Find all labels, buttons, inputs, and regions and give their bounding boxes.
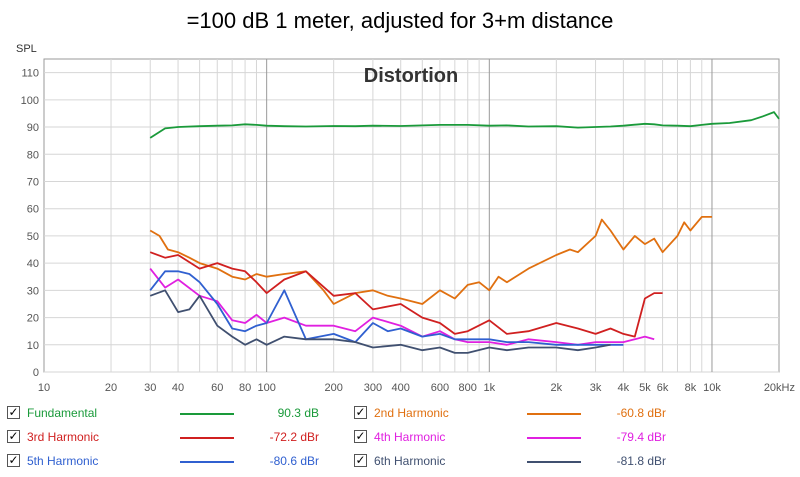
x-tick-label: 600 bbox=[431, 382, 449, 394]
x-tick-label: 60 bbox=[211, 382, 223, 394]
chart-inner-title: Distortion bbox=[364, 65, 458, 87]
y-tick-label: 50 bbox=[27, 231, 39, 243]
x-tick-label: 1k bbox=[484, 382, 496, 394]
series-line-5th-harmonic bbox=[149, 270, 624, 346]
legend-label: 2nd Harmonic bbox=[374, 406, 449, 420]
legend-checkbox[interactable]: ✓ bbox=[354, 405, 367, 419]
legend-swatch bbox=[180, 413, 234, 415]
x-tick-label: 3k bbox=[590, 382, 602, 394]
x-tick-label: 400 bbox=[392, 382, 410, 394]
y-tick-label: 30 bbox=[27, 285, 39, 297]
series-line-3rd-harmonic bbox=[149, 251, 663, 338]
series-line-fundamental bbox=[149, 111, 780, 139]
legend-item-6th-harmonic: ✓ 6th Harmonic -81.8 dBr bbox=[354, 453, 684, 471]
y-axis-label: SPL bbox=[16, 43, 37, 55]
y-tick-label: 90 bbox=[27, 122, 39, 134]
legend-checkbox[interactable]: ✓ bbox=[7, 453, 20, 467]
x-tick-label: 10 bbox=[38, 382, 50, 394]
x-tick-label: 20 bbox=[105, 382, 117, 394]
legend-swatch bbox=[527, 461, 581, 463]
y-tick-label: 40 bbox=[27, 258, 39, 270]
legend-value: -81.8 dBr bbox=[616, 454, 666, 468]
distortion-chart: 0 10 20 30 40 50 60 70 80 90 100 110 10 20 30 40 60 80 100… bbox=[16, 43, 795, 394]
x-tick-label: 800 bbox=[459, 382, 477, 394]
legend-item-4th-harmonic: ✓ 4th Harmonic -79.4 dBr bbox=[354, 429, 684, 447]
x-tick-label: 80 bbox=[239, 382, 251, 394]
x-tick-label: 2k bbox=[551, 382, 563, 394]
y-tick-label: 20 bbox=[27, 313, 39, 325]
series-line-4th-harmonic bbox=[149, 268, 655, 346]
legend-item-5th-harmonic: ✓ 5th Harmonic -80.6 dBr bbox=[7, 453, 337, 471]
legend-swatch bbox=[180, 437, 234, 439]
legend-label: 4th Harmonic bbox=[374, 430, 446, 444]
plot-frame bbox=[43, 58, 780, 373]
grid-lines bbox=[44, 59, 779, 373]
x-tick-label: 40 bbox=[172, 382, 184, 394]
x-tick-label: 10k bbox=[703, 382, 721, 394]
y-tick-label: 0 bbox=[33, 367, 39, 379]
legend-item-fundamental: ✓ Fundamental 90.3 dB bbox=[7, 405, 337, 423]
legend-checkbox[interactable]: ✓ bbox=[7, 429, 20, 443]
x-tick-label: 5k bbox=[639, 382, 651, 394]
legend-item-3rd-harmonic: ✓ 3rd Harmonic -72.2 dBr bbox=[7, 429, 337, 447]
series-line-6th-harmonic bbox=[149, 289, 611, 354]
x-tick-label: 6k bbox=[657, 382, 669, 394]
series-lines bbox=[149, 111, 780, 354]
legend-value: -60.8 dBr bbox=[616, 406, 666, 420]
legend-value: -79.4 dBr bbox=[616, 430, 666, 444]
x-tick-label: 30 bbox=[144, 382, 156, 394]
y-tick-label: 70 bbox=[27, 176, 39, 188]
legend-value: -72.2 dBr bbox=[269, 430, 319, 444]
legend-swatch bbox=[527, 413, 581, 415]
x-tick-label: 300 bbox=[364, 382, 382, 394]
x-tick-label: 4k bbox=[618, 382, 630, 394]
legend-label: 3rd Harmonic bbox=[27, 430, 100, 444]
legend-item-2nd-harmonic: ✓ 2nd Harmonic -60.8 dBr bbox=[354, 405, 684, 423]
legend-swatch bbox=[180, 461, 234, 463]
legend-checkbox[interactable]: ✓ bbox=[7, 405, 20, 419]
axis-tick-labels: 0 10 20 30 40 50 60 70 80 90 100 110 10 20 30 40 60 80 100… bbox=[21, 68, 795, 394]
y-tick-label: 110 bbox=[21, 68, 39, 80]
legend-label: Fundamental bbox=[27, 406, 98, 420]
y-tick-label: 100 bbox=[21, 95, 39, 107]
legend-checkbox[interactable]: ✓ bbox=[354, 429, 367, 443]
x-tick-label: 100 bbox=[257, 382, 275, 394]
legend-value: -80.6 dBr bbox=[269, 454, 319, 468]
legend-swatch bbox=[527, 437, 581, 439]
x-tick-label: 8k bbox=[685, 382, 697, 394]
legend-label: 6th Harmonic bbox=[374, 454, 446, 468]
x-tick-label: 200 bbox=[325, 382, 343, 394]
y-tick-label: 60 bbox=[27, 204, 39, 216]
legend-checkbox[interactable]: ✓ bbox=[354, 453, 367, 467]
series-line-2nd-harmonic bbox=[149, 215, 712, 305]
y-tick-label: 10 bbox=[27, 340, 39, 352]
x-tick-label: 20kHz bbox=[764, 382, 795, 394]
legend-label: 5th Harmonic bbox=[27, 454, 99, 468]
page-title: =100 dB 1 meter, adjusted for 3+m distan… bbox=[186, 8, 614, 33]
legend-value: 90.3 dB bbox=[277, 406, 319, 420]
y-tick-label: 80 bbox=[27, 149, 39, 161]
